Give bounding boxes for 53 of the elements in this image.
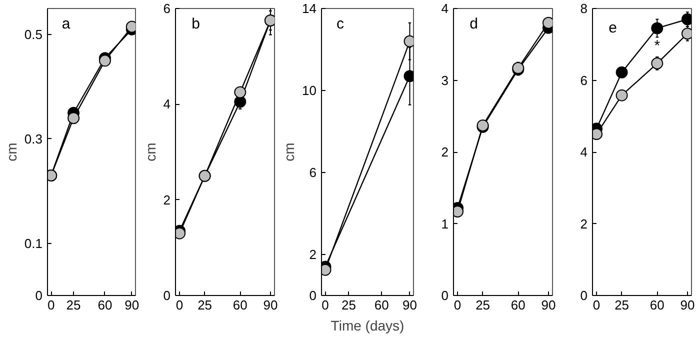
y-tick-label: 10 — [302, 83, 317, 98]
y-tick-label: 0 — [441, 288, 449, 303]
y-axis-title: cm — [3, 142, 20, 162]
x-tick-label: 0 — [592, 298, 600, 312]
x-tick-label: 90 — [680, 298, 695, 312]
x-tick-label: 25 — [341, 298, 356, 312]
text: b — [192, 16, 200, 32]
y-tick-label: 4 — [441, 1, 449, 16]
text: e — [608, 20, 618, 36]
x-tick-label: 90 — [541, 298, 556, 312]
y-tick-label: 0.5 — [24, 27, 43, 42]
text: c — [336, 16, 345, 32]
y-tick-label: 0 — [35, 288, 43, 303]
y-tick-label: 2 — [580, 216, 588, 232]
y-tick-label: 6 — [163, 1, 171, 16]
x-tick-label: 25 — [66, 298, 81, 312]
x-tick-label: 60 — [98, 298, 112, 312]
y-tick-label: 1 — [441, 216, 449, 232]
x-tick-label: 60 — [232, 298, 248, 312]
x-tick-label: 0 — [47, 298, 55, 312]
y-tick-label: 0.1 — [24, 236, 43, 251]
x-tick-label: 60 — [374, 298, 389, 312]
y-axis-title: cm — [281, 142, 298, 162]
y-tick-label: 8 — [580, 1, 588, 16]
y-tick-label: 4 — [580, 144, 588, 160]
x-tick-label: 90 — [124, 298, 140, 312]
y-tick-label: 2 — [441, 144, 449, 160]
y-tick-label: 0.3 — [24, 131, 43, 146]
x-tick-label: 0 — [322, 298, 329, 312]
x-tick-label: 25 — [198, 298, 212, 312]
text: d — [470, 16, 478, 32]
y-tick-label: 0 — [309, 288, 317, 303]
x-tick-label: 25 — [476, 298, 490, 312]
x-tick-label: 60 — [650, 298, 664, 312]
y-tick-label: 6 — [309, 165, 317, 180]
x-tick-label: 25 — [614, 298, 630, 312]
x-tick-label: 0 — [454, 298, 462, 312]
annotation: * — [654, 37, 660, 54]
y-tick-label: 2 — [163, 192, 171, 208]
x-tick-label: 90 — [263, 298, 278, 312]
x-tick-label: 60 — [510, 298, 526, 312]
x-tick-label: 0 — [176, 298, 184, 312]
y-tick-label: 3 — [441, 72, 449, 88]
x-tick-label: 90 — [402, 298, 417, 312]
y-tick-label: 2 — [309, 247, 317, 262]
y-tick-label: 0 — [580, 288, 588, 303]
x-axis-title: Time (days) — [330, 318, 404, 334]
y-tick-label: 4 — [163, 96, 171, 112]
y-tick-label: 0 — [163, 288, 171, 303]
y-tick-label: 6 — [580, 72, 588, 88]
y-axis-title: cm — [142, 142, 158, 162]
y-tick-label: 14 — [302, 1, 317, 16]
text: a — [62, 16, 71, 32]
